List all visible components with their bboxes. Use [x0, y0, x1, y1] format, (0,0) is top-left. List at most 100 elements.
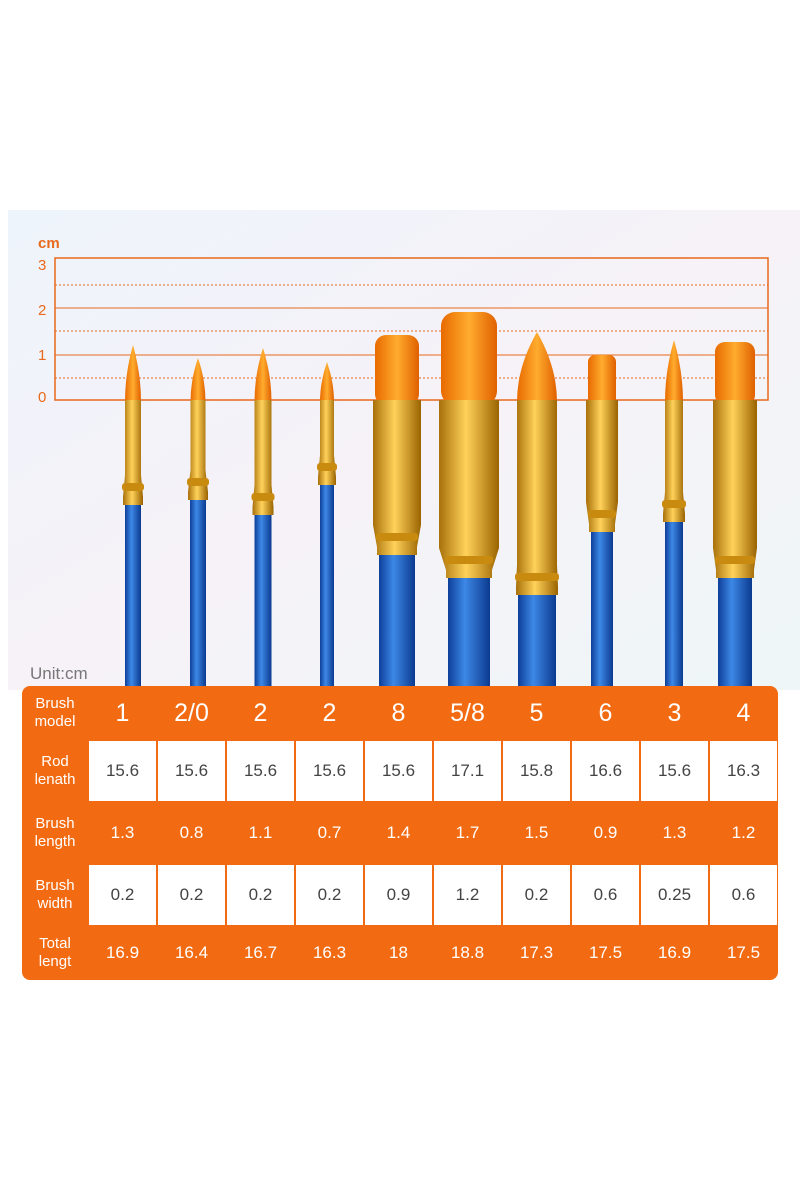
table-cell: 17.1 [433, 740, 502, 802]
ferrule [373, 400, 421, 555]
table-cell: 1 [115, 698, 130, 727]
handle [518, 595, 556, 690]
ferrule-ring [588, 510, 616, 518]
table-cell: 3 [667, 698, 682, 727]
table-cell: 1.5 [524, 823, 549, 842]
handle [718, 578, 752, 690]
table-cell: 1.1 [248, 823, 273, 842]
ferrule-ring [662, 500, 686, 508]
table-cell: 15.6 [88, 740, 157, 802]
ferrule-ring [376, 533, 418, 541]
bristles [375, 335, 419, 405]
handle [190, 500, 206, 690]
handle [591, 532, 613, 690]
table-cell: 0.8 [179, 823, 204, 842]
bristles [517, 332, 557, 402]
handle [254, 515, 272, 690]
ruler-label: 0 [38, 389, 46, 406]
row-header: Brush width [35, 877, 75, 912]
handle [379, 555, 415, 690]
row-header: Rod lenath [34, 753, 76, 788]
bristles [441, 312, 497, 405]
table-cell: 16.6 [571, 740, 640, 802]
ferrule [123, 400, 143, 505]
ferrule-ring [715, 556, 755, 564]
handle [448, 578, 490, 690]
table-cell: 1.4 [386, 823, 411, 842]
table-cell: 18 [389, 943, 408, 962]
table-cell: 15.6 [226, 740, 295, 802]
table-cell: 0.9 [593, 823, 618, 842]
ferrule-ring [317, 463, 337, 471]
table-cell: 1.3 [662, 823, 687, 842]
table-cell: 15.8 [502, 740, 571, 802]
handle [125, 505, 141, 690]
ferrule [586, 400, 618, 532]
spec-table: Brush model 1 2/0 2 2 8 5/8 5 6 3 4 Rod lenath 15.6 1… [22, 686, 778, 980]
ferrule-ring [122, 483, 144, 491]
table-cell: 16.3 [312, 943, 347, 962]
table-cell: 15.6 [640, 740, 709, 802]
table-cell: 0.2 [157, 864, 226, 926]
table-cell: 1.3 [110, 823, 135, 842]
ferrule [318, 400, 336, 485]
bristles [190, 358, 206, 402]
brush-illustration: cm 3 2 1 0 [8, 210, 800, 690]
ferrule [663, 400, 685, 522]
table-cell: 0.9 [364, 864, 433, 926]
table-cell: 15.6 [295, 740, 364, 802]
ruler-label: 1 [38, 347, 46, 364]
table-cell: 0.6 [571, 864, 640, 926]
ferrule [439, 400, 499, 578]
ruler-label: 2 [38, 302, 46, 319]
table-cell: 0.7 [317, 823, 342, 842]
ferrule [188, 400, 208, 500]
table-cell: 5/8 [450, 698, 485, 727]
table-cell: 0.2 [226, 864, 295, 926]
table-cell: 17.5 [588, 943, 623, 962]
ruler-unit: cm [38, 235, 60, 252]
unit-note: Unit:cm [30, 664, 88, 683]
table-cell: 1.7 [455, 823, 480, 842]
table-cell: 2 [322, 698, 337, 727]
bristles [320, 362, 334, 402]
ferrule [252, 400, 274, 515]
table-cell: 16.9 [105, 943, 140, 962]
ferrule [516, 400, 558, 595]
row-header: Brush length [34, 815, 76, 850]
ferrule [713, 400, 757, 578]
handle [320, 485, 334, 690]
table-cell: 15.6 [364, 740, 433, 802]
table-cell: 18.8 [450, 943, 485, 962]
table-cell: 4 [736, 698, 751, 727]
table-cell: 5 [529, 698, 544, 727]
bristles [715, 342, 755, 405]
ferrule-ring [515, 573, 559, 581]
table-cell: 1.2 [731, 823, 756, 842]
table-cell: 0.2 [295, 864, 364, 926]
ferrule-ring [187, 478, 209, 486]
table-cell: 2/0 [174, 698, 209, 727]
bristles [665, 340, 683, 402]
ferrule-ring [251, 493, 275, 501]
table-cell: 2 [253, 698, 268, 727]
row-header: Total lengt [38, 935, 72, 970]
row-header: Brush model [34, 695, 76, 730]
handle [665, 522, 683, 690]
table-cell: 16.9 [657, 943, 692, 962]
table-cell: 16.7 [243, 943, 278, 962]
table-cell: 0.2 [88, 864, 157, 926]
table-cell: 0.6 [709, 864, 778, 926]
table-cell: 0.25 [640, 864, 709, 926]
bristles [254, 348, 272, 402]
bristles [125, 345, 141, 402]
table-cell: 17.3 [519, 943, 554, 962]
table-cell: 0.2 [502, 864, 571, 926]
ruler-label: 3 [38, 257, 46, 274]
table-cell: 16.3 [709, 740, 778, 802]
table-cell: 6 [598, 698, 613, 727]
bristles [588, 355, 616, 405]
table-cell: 16.4 [174, 943, 209, 962]
ferrule-ring [445, 556, 493, 564]
